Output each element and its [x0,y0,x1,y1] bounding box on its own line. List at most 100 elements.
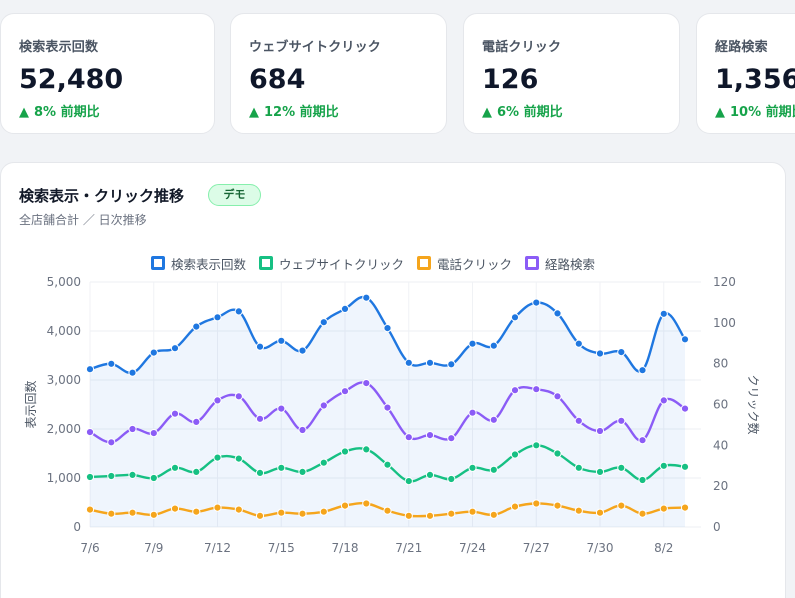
kpi-card-impressions: 検索表示回数 52,480 ▲ 8% 前期比 [0,13,215,134]
data-point-impressions [489,341,498,350]
x-tick-label: 7/21 [395,541,422,555]
y-left-tick-label: 3,000 [47,373,81,387]
data-point-phone-clicks [128,508,137,517]
data-point-phone-clicks [404,511,413,520]
panel-subtitle: 全店舗合計 ／ 日次推移 [19,213,147,227]
kpi-delta: ▲ 10% 前期比 [715,101,795,120]
data-point-route-search [362,379,371,388]
data-point-route-search [383,403,392,412]
y-right-tick-label: 60 [713,398,728,412]
data-point-route-search [659,396,668,405]
data-point-impressions [574,339,583,348]
y-left-tick-label: 2,000 [47,422,81,436]
data-point-route-search [298,425,307,435]
data-point-impressions [659,309,668,318]
kpi-delta-text: 6% 前期比 [497,105,563,120]
data-point-route-search [425,431,435,440]
trend-up-icon: ▲ [19,105,29,120]
data-point-website-clicks [425,470,435,479]
data-point-impressions [277,336,286,345]
data-point-website-clicks [213,453,222,462]
data-point-route-search [128,424,137,434]
data-point-phone-clicks [255,511,265,520]
kpi-label: 電話クリック [482,40,562,55]
data-point-route-search [340,387,350,396]
data-point-route-search [510,386,520,395]
y-right-tick-label: 80 [713,357,728,371]
y-left-tick-label: 5,000 [47,275,81,289]
data-point-phone-clicks [319,507,328,516]
data-point-website-clicks [340,447,350,456]
y-right-tick-label: 120 [713,275,736,289]
data-point-website-clicks [383,460,392,469]
kpi-card-website-clicks: ウェブサイトクリック 684 ▲ 12% 前期比 [230,13,447,134]
data-point-route-search [107,438,116,447]
data-point-website-clicks [404,477,413,486]
impressions-area [90,296,685,527]
x-tick-label: 7/12 [204,541,231,555]
legend-item-phone-clicks[interactable]: 電話クリック [417,254,512,273]
data-point-website-clicks [659,461,668,470]
data-point-website-clicks [617,463,626,472]
legend-swatch [151,256,165,270]
data-point-phone-clicks [638,509,647,518]
data-point-route-search [192,417,201,426]
x-tick-label: 7/24 [459,541,486,555]
data-point-phone-clicks [192,507,201,516]
x-tick-label: 7/9 [144,541,163,555]
data-point-website-clicks [128,470,137,479]
data-point-impressions [255,342,265,351]
data-point-website-clicks [362,445,371,454]
legend-item-website-clicks[interactable]: ウェブサイトクリック [259,254,404,273]
data-point-route-search [277,404,286,413]
data-point-route-search [255,414,265,423]
data-point-route-search [149,429,158,438]
data-point-website-clicks [149,473,158,483]
y-right-tick-label: 40 [713,438,728,452]
data-point-phone-clicks [489,510,498,519]
data-point-website-clicks [85,472,95,482]
data-point-website-clicks [595,467,605,476]
data-point-route-search [680,404,690,413]
data-point-impressions [404,358,413,367]
data-point-website-clicks [468,463,477,472]
legend-swatch [259,256,274,270]
data-point-impressions [319,318,328,327]
data-point-phone-clicks [447,509,456,518]
data-point-route-search [617,416,626,425]
data-point-impressions [213,313,222,322]
x-tick-label: 7/15 [268,541,295,555]
data-point-impressions [425,358,435,367]
data-point-website-clicks [170,463,180,472]
data-point-route-search [213,396,222,405]
data-point-website-clicks [447,474,456,484]
data-point-phone-clicks [574,506,583,515]
legend-item-route-search[interactable]: 経路検索 [525,254,595,273]
kpi-label: 経路検索 [715,40,768,55]
data-point-phone-clicks [149,510,158,519]
chart-legend: 検索表示回数 ウェブサイトクリック 電話クリック 経路検索 [151,254,608,272]
data-point-website-clicks [234,454,243,463]
trend-up-icon: ▲ [715,105,725,120]
data-point-phone-clicks [85,505,95,514]
data-point-website-clicks [532,441,541,450]
data-point-phone-clicks [595,508,605,517]
data-point-impressions [595,349,605,358]
y-right-tick-label: 100 [713,316,736,330]
data-point-phone-clicks [468,507,477,516]
data-point-phone-clicks [532,499,541,508]
kpi-delta-text: 8% 前期比 [34,105,100,120]
kpi-value: 52,480 [19,64,124,95]
data-point-route-search [553,392,562,401]
legend-item-impressions[interactable]: 検索表示回数 [151,254,246,273]
data-point-impressions [532,298,541,307]
data-point-impressions [85,365,95,374]
data-point-route-search [447,434,456,443]
trend-line-chart: 0 1,000 2,000 3,000 4,000 5,000 0 20 40 60 80 100 12… [23,275,761,555]
demo-badge: デモ [208,184,261,206]
kpi-card-phone-clicks: 電話クリック 126 ▲ 6% 前期比 [463,13,680,134]
kpi-delta: ▲ 6% 前期比 [482,101,679,120]
data-point-phone-clicks [362,499,371,508]
data-point-impressions [617,348,626,357]
y-left-tick-label: 1,000 [47,471,81,485]
